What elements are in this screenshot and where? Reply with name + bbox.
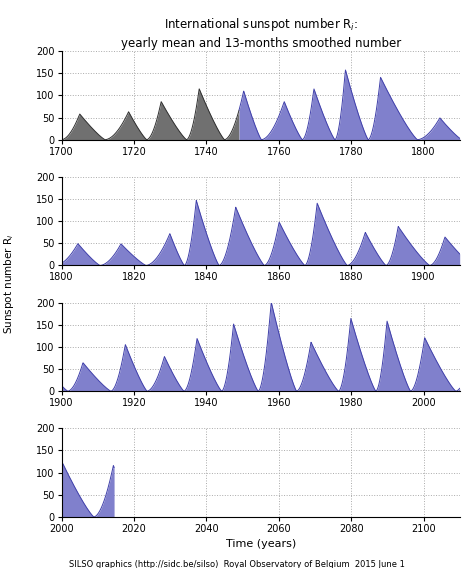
- Title: International sunspot number R$_i$:
yearly mean and 13-months smoothed number: International sunspot number R$_i$: year…: [120, 16, 401, 50]
- Text: Sunspot number R$_i$: Sunspot number R$_i$: [2, 234, 17, 334]
- X-axis label: Time (years): Time (years): [226, 540, 296, 549]
- Text: SILSO graphics (http://sidc.be/silso)  Royal Observatory of Belgium  2015 June 1: SILSO graphics (http://sidc.be/silso) Ro…: [69, 560, 405, 568]
